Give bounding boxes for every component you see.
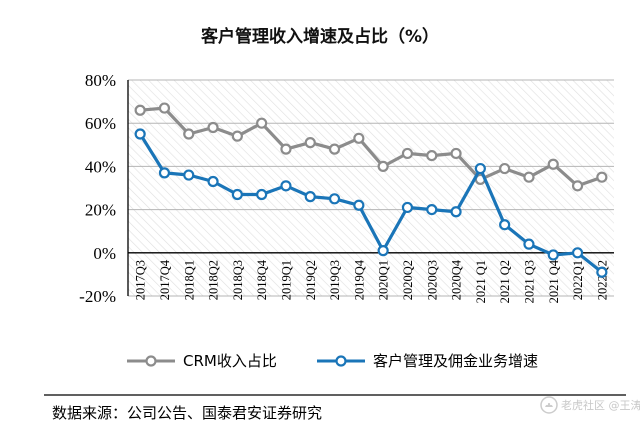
data-point-s1-9	[353, 199, 365, 211]
legend-label-crm: CRM收入占比	[183, 352, 277, 370]
data-point-s1-4	[231, 188, 243, 201]
x-tick-label: 2019Q2	[304, 260, 318, 300]
data-point-s0-11	[401, 147, 414, 160]
data-point-s1-3	[207, 175, 219, 188]
data-point-s1-12	[426, 204, 438, 216]
x-tick-label: 2018Q3	[231, 260, 245, 300]
data-point-s0-13	[450, 147, 462, 160]
x-tick-label: 2019Q4	[352, 259, 366, 300]
x-tick-label: 2022Q2	[595, 260, 609, 300]
legend: CRM收入占比 客户管理及佣金业务增速	[127, 352, 538, 370]
data-point-s1-2	[183, 169, 195, 181]
data-point-s0-9	[353, 132, 365, 144]
data-point-s1-17	[547, 249, 559, 261]
x-tick-label: 2017Q3	[134, 260, 148, 300]
x-tick-label: 2020Q3	[425, 260, 439, 300]
legend-marker-crm	[145, 355, 157, 367]
data-point-s1-13	[450, 206, 462, 218]
data-point-s1-18	[571, 247, 584, 259]
y-tick-label: 0%	[93, 244, 116, 263]
data-point-s1-19	[596, 266, 608, 278]
data-point-s1-8	[328, 193, 341, 205]
y-tick-label: 60%	[85, 114, 116, 133]
data-point-s1-10	[377, 245, 389, 257]
legend-marker-growth	[335, 355, 347, 367]
data-point-s0-6	[280, 143, 292, 155]
data-point-s0-12	[426, 150, 438, 162]
plot-area	[128, 80, 614, 296]
x-tick-label: 2018Q2	[207, 260, 221, 300]
legend-item-growth: 客户管理及佣金业务增速	[317, 352, 538, 370]
data-point-s0-5	[256, 117, 268, 129]
data-point-s0-7	[304, 137, 316, 149]
data-point-s0-10	[377, 160, 389, 172]
watermark: 老虎社区 @王涛	[540, 396, 640, 414]
data-point-s1-1	[158, 167, 171, 179]
data-point-s0-16	[523, 171, 535, 183]
data-point-s1-6	[280, 180, 292, 192]
y-tick-label: 20%	[85, 201, 116, 220]
x-tick-label: 2021 Q3	[522, 260, 536, 303]
y-axis: -20% 0% 20% 40% 60% 80%	[79, 71, 116, 306]
x-tick-label: 2020Q4	[450, 259, 464, 300]
data-point-s1-0	[134, 128, 146, 140]
data-point-s1-14	[474, 162, 486, 175]
x-tick-label: 2021 Q4	[547, 259, 561, 303]
data-point-s1-7	[304, 191, 316, 203]
x-tick-label: 2022Q1	[571, 260, 585, 300]
x-axis: 2017Q3 2017Q4 2018Q1 2018Q2 2018Q3 2018Q4 2019…	[134, 259, 610, 303]
data-point-s0-4	[231, 130, 243, 142]
x-tick-label: 2017Q4	[158, 259, 172, 300]
watermark-text: 老虎社区 @王涛	[561, 398, 640, 412]
data-point-s1-11	[401, 201, 414, 214]
data-point-s1-16	[523, 238, 535, 250]
data-point-s0-17	[547, 158, 559, 170]
x-tick-label: 2021 Q1	[474, 260, 488, 303]
data-point-s0-15	[499, 162, 511, 175]
y-tick-label: 80%	[85, 71, 116, 90]
legend-item-crm: CRM收入占比	[127, 352, 277, 370]
data-point-s0-19	[596, 171, 608, 183]
y-tick-label: -20%	[79, 287, 116, 306]
data-point-s0-2	[183, 128, 195, 140]
x-tick-label: 2018Q4	[255, 259, 269, 300]
data-point-s0-8	[328, 143, 341, 155]
grid	[127, 79, 614, 297]
chart-title: 客户管理收入增速及占比（%）	[200, 26, 439, 47]
data-point-s1-5	[256, 188, 268, 201]
data-point-s0-1	[158, 102, 171, 114]
x-tick-label: 2019Q1	[279, 260, 293, 300]
source-text: 数据来源：公司公告、国泰君安证券研究	[52, 404, 322, 422]
x-tick-label: 2019Q3	[328, 260, 342, 300]
data-point-s1-15	[499, 219, 511, 231]
x-tick-label: 2020Q2	[401, 260, 415, 300]
legend-label-growth: 客户管理及佣金业务增速	[373, 352, 538, 370]
x-tick-label: 2021 Q2	[498, 260, 512, 303]
data-point-s0-18	[571, 180, 584, 192]
data-point-s0-3	[207, 121, 219, 134]
data-point-s0-0	[134, 104, 146, 116]
series-layer	[134, 102, 608, 278]
x-tick-label: 2020Q1	[377, 260, 391, 300]
x-tick-label: 2018Q1	[182, 260, 196, 300]
y-tick-label: 40%	[85, 157, 116, 176]
watermark-logo-icon	[540, 396, 558, 414]
